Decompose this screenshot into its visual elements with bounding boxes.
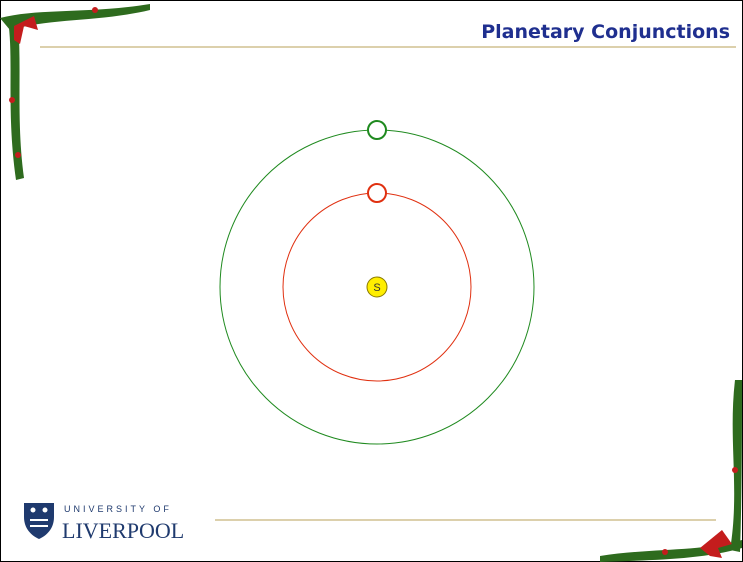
logo-line2: LIVERPOOL xyxy=(62,518,184,543)
page: Planetary Conjunctions S UNIVERSITY OF L… xyxy=(0,0,743,562)
logo-line1: UNIVERSITY OF xyxy=(64,504,172,514)
slide: Planetary Conjunctions S UNIVERSITY OF L… xyxy=(0,0,743,562)
slide-title: Planetary Conjunctions xyxy=(481,21,730,43)
inner-planet xyxy=(368,184,386,202)
outer-planet xyxy=(368,121,386,139)
sun-label: S xyxy=(373,282,380,294)
